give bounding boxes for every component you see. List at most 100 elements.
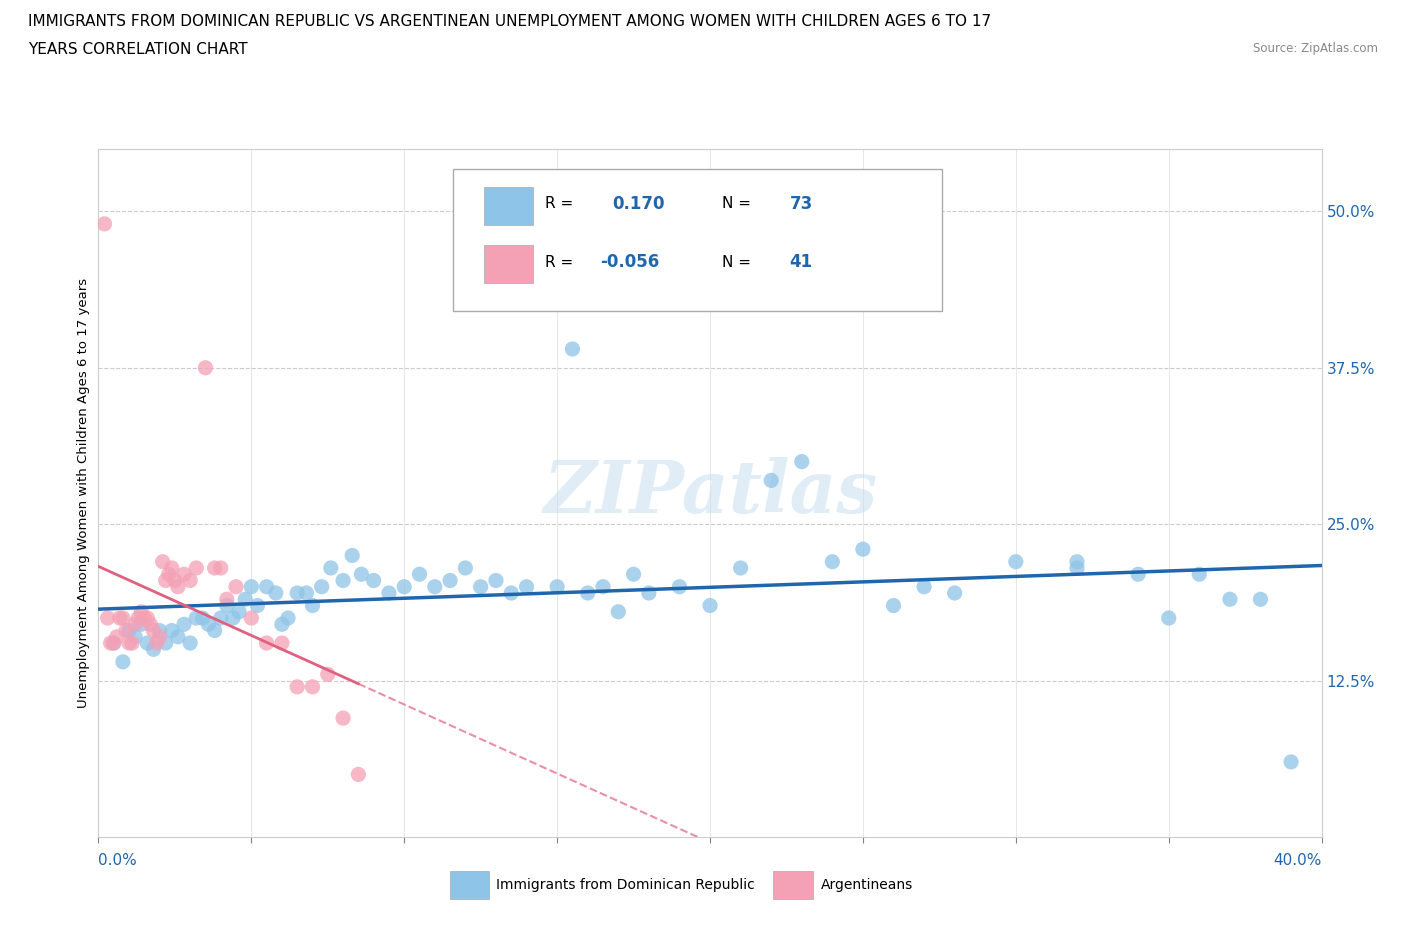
Point xyxy=(111,655,134,670)
Point xyxy=(852,542,875,557)
Point xyxy=(1066,561,1088,576)
Point xyxy=(215,591,238,606)
Point xyxy=(124,630,146,644)
Point xyxy=(240,579,263,594)
Point xyxy=(111,611,134,626)
Point xyxy=(470,579,492,594)
Point xyxy=(1249,591,1271,606)
Text: Source: ZipAtlas.com: Source: ZipAtlas.com xyxy=(1253,42,1378,55)
Point xyxy=(759,473,782,488)
Point xyxy=(215,598,238,613)
Text: 40.0%: 40.0% xyxy=(1274,853,1322,868)
Point xyxy=(197,617,219,631)
Point xyxy=(152,554,174,569)
Point xyxy=(149,623,172,638)
Point xyxy=(311,579,333,594)
Point xyxy=(149,630,172,644)
Point xyxy=(256,579,278,594)
Point xyxy=(285,586,308,601)
Point xyxy=(103,635,125,650)
Point xyxy=(256,635,278,650)
Text: Immigrants from Dominican Republic: Immigrants from Dominican Republic xyxy=(496,878,755,893)
Point xyxy=(173,566,195,581)
Point xyxy=(139,617,162,631)
Point xyxy=(592,579,614,594)
Point xyxy=(160,623,183,638)
Point xyxy=(124,617,146,631)
Point xyxy=(160,561,183,576)
Point xyxy=(118,635,141,650)
Point xyxy=(277,611,299,626)
Point xyxy=(1128,566,1150,581)
Point xyxy=(270,617,292,631)
Point xyxy=(392,579,416,594)
Point xyxy=(142,623,165,638)
Point xyxy=(485,573,508,588)
Point xyxy=(186,611,208,626)
Point xyxy=(204,561,226,576)
Point xyxy=(136,611,159,626)
Text: YEARS CORRELATION CHART: YEARS CORRELATION CHART xyxy=(28,42,247,57)
Point xyxy=(378,586,401,601)
Point xyxy=(285,680,308,695)
Point xyxy=(439,573,461,588)
Point xyxy=(167,579,190,594)
Point xyxy=(301,598,323,613)
Point xyxy=(209,611,232,626)
Point xyxy=(155,635,177,650)
Point xyxy=(155,573,177,588)
Point xyxy=(516,579,538,594)
Point xyxy=(821,554,844,569)
Point xyxy=(222,611,245,626)
Point xyxy=(454,561,477,576)
Point xyxy=(97,611,120,626)
Point xyxy=(883,598,905,613)
Point xyxy=(233,591,256,606)
Text: R =: R = xyxy=(546,196,574,211)
Text: 0.0%: 0.0% xyxy=(98,853,138,868)
Point xyxy=(363,573,385,588)
Point xyxy=(295,586,318,601)
Point xyxy=(100,635,122,650)
Point xyxy=(1157,611,1180,626)
Point xyxy=(270,635,292,650)
Point xyxy=(179,573,201,588)
FancyBboxPatch shape xyxy=(484,246,533,283)
Point xyxy=(561,341,583,356)
Text: R =: R = xyxy=(546,255,574,270)
Point xyxy=(637,586,661,601)
Point xyxy=(142,642,165,657)
Point xyxy=(136,635,159,650)
Point xyxy=(943,586,966,601)
Y-axis label: Unemployment Among Women with Children Ages 6 to 17 years: Unemployment Among Women with Children A… xyxy=(77,278,90,708)
Point xyxy=(115,623,138,638)
Point xyxy=(134,611,156,626)
Text: IMMIGRANTS FROM DOMINICAN REPUBLIC VS ARGENTINEAN UNEMPLOYMENT AMONG WOMEN WITH : IMMIGRANTS FROM DOMINICAN REPUBLIC VS AR… xyxy=(28,14,991,29)
Point xyxy=(1279,754,1302,769)
Text: N =: N = xyxy=(723,196,751,211)
Point xyxy=(105,630,128,644)
Point xyxy=(228,604,250,619)
Point xyxy=(118,623,141,638)
Point xyxy=(163,573,186,588)
Text: Argentineans: Argentineans xyxy=(821,878,914,893)
Point xyxy=(191,611,214,626)
Point xyxy=(204,623,226,638)
Point xyxy=(167,630,190,644)
Point xyxy=(699,598,721,613)
FancyBboxPatch shape xyxy=(453,169,942,311)
Point xyxy=(108,611,131,626)
FancyBboxPatch shape xyxy=(484,187,533,224)
Point xyxy=(668,579,690,594)
Point xyxy=(264,586,287,601)
Point xyxy=(790,454,813,469)
Point xyxy=(129,604,152,619)
Point xyxy=(225,579,247,594)
Point xyxy=(240,611,263,626)
Point xyxy=(912,579,935,594)
Point xyxy=(103,635,125,650)
Point xyxy=(546,579,568,594)
Point xyxy=(332,573,354,588)
Point xyxy=(501,586,523,601)
Point xyxy=(209,561,232,576)
